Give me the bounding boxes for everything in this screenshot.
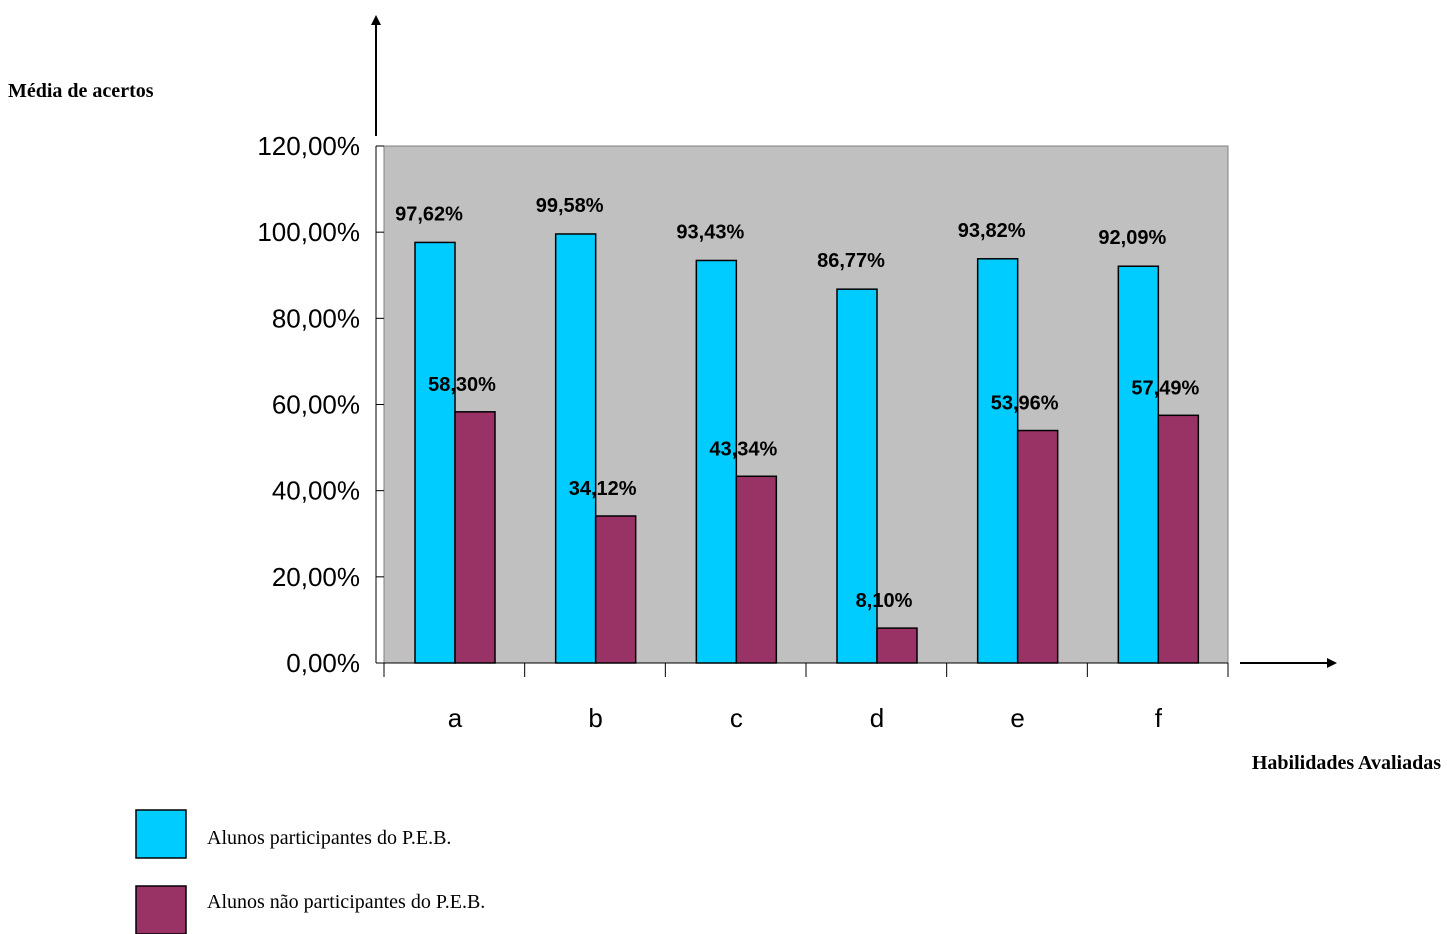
legend-label-non-participants: Alunos não participantes do P.E.B. bbox=[207, 891, 485, 913]
bar-non-participants bbox=[594, 515, 637, 664]
data-label-participants: 86,77% bbox=[817, 250, 885, 272]
x-tick-label: b bbox=[588, 703, 602, 733]
plot-area bbox=[383, 145, 1229, 664]
x-tick-label: d bbox=[870, 703, 884, 733]
data-label-non-participants: 57,49% bbox=[1131, 377, 1199, 399]
y-tick-label: 80,00% bbox=[272, 303, 360, 333]
bar-participants bbox=[976, 258, 1019, 664]
y-tick-label: 100,00% bbox=[257, 217, 360, 247]
bar-non-participants bbox=[735, 475, 778, 664]
bar-non-participants bbox=[454, 411, 496, 664]
bar-participants bbox=[1117, 265, 1160, 664]
data-label-participants: 93,82% bbox=[958, 220, 1026, 242]
bar-participants bbox=[554, 233, 597, 664]
bars bbox=[414, 233, 1200, 664]
data-labels: 97,62% 99,58% 93,43% 86,77% 93,82% 92,09% 58,3… bbox=[395, 195, 1199, 612]
y-tick-label: 20,00% bbox=[272, 562, 360, 592]
bar-non-participants bbox=[1016, 429, 1059, 664]
data-label-participants: 92,09% bbox=[1098, 227, 1166, 249]
y-tick-label: 60,00% bbox=[272, 390, 360, 420]
y-tick-label: 40,00% bbox=[272, 476, 360, 506]
y-tick-label: 120,00% bbox=[257, 131, 360, 161]
data-label-non-participants: 58,30% bbox=[428, 374, 496, 396]
bar-participants bbox=[414, 241, 456, 664]
y-tick-label: 0,00% bbox=[286, 648, 360, 678]
legend-label-participants: Alunos participantes do P.E.B. bbox=[207, 827, 451, 849]
axis-ticks: 0,00% 20,00% 40,00% 60,00% 80,00% 100,00% 120,… bbox=[257, 131, 1229, 733]
y-axis-title: Média de acertos bbox=[8, 80, 154, 102]
data-label-participants: 99,58% bbox=[536, 195, 604, 217]
data-label-non-participants: 53,96% bbox=[991, 393, 1059, 415]
bar-participants bbox=[836, 288, 878, 664]
bar-non-participants bbox=[1157, 414, 1200, 664]
x-axis-title: Habilidades Avaliadas bbox=[1252, 752, 1441, 774]
legend-swatch-non-participants bbox=[135, 885, 187, 934]
bar-non-participants bbox=[876, 627, 918, 664]
legend: Alunos participantes do P.E.B. Alunos nã… bbox=[135, 809, 485, 934]
legend-swatch-participants bbox=[135, 809, 187, 859]
x-tick-label: c bbox=[730, 703, 743, 733]
x-tick-label: a bbox=[448, 703, 463, 733]
bar-participants bbox=[695, 259, 738, 664]
data-label-non-participants: 43,34% bbox=[709, 438, 777, 460]
data-label-non-participants: 8,10% bbox=[856, 590, 913, 612]
data-label-participants: 93,43% bbox=[676, 221, 744, 243]
data-label-non-participants: 34,12% bbox=[569, 478, 637, 500]
x-tick-label: e bbox=[1010, 703, 1024, 733]
data-label-participants: 97,62% bbox=[395, 203, 463, 225]
x-tick-label: f bbox=[1155, 703, 1163, 733]
